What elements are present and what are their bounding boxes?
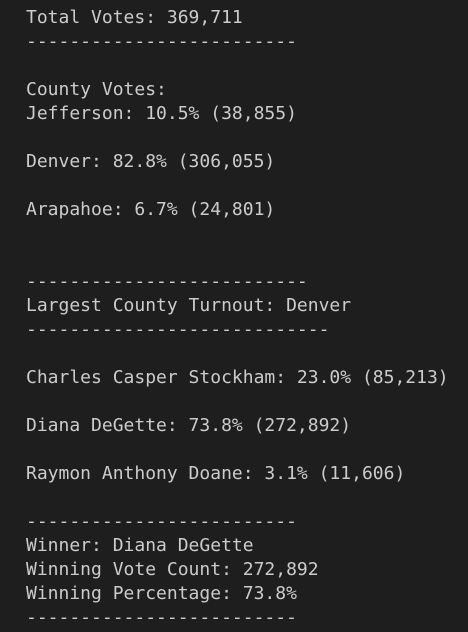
- output-line: Diana DeGette: 73.8% (272,892): [26, 415, 352, 436]
- separator-line: ----------------------------: [26, 319, 330, 340]
- output-line: Raymon Anthony Doane: 3.1% (11,606): [26, 463, 406, 484]
- output-line: Denver: 82.8% (306,055): [26, 151, 276, 172]
- separator-line: -------------------------: [26, 31, 297, 52]
- output-line: Winning Percentage: 73.8%: [26, 583, 297, 604]
- output-line: Winning Vote Count: 272,892: [26, 559, 319, 580]
- separator-line: -------------------------: [26, 607, 297, 628]
- output-line: County Votes:: [26, 79, 167, 100]
- output-line: Total Votes: 369,711: [26, 7, 243, 28]
- output-line: Largest County Turnout: Denver: [26, 295, 352, 316]
- separator-line: --------------------------: [26, 271, 308, 292]
- output-line: Winner: Diana DeGette: [26, 535, 254, 556]
- output-line: Arapahoe: 6.7% (24,801): [26, 199, 276, 220]
- output-line: Jefferson: 10.5% (38,855): [26, 103, 297, 124]
- output-line: Charles Casper Stockham: 23.0% (85,213): [26, 367, 449, 388]
- separator-line: -------------------------: [26, 511, 297, 532]
